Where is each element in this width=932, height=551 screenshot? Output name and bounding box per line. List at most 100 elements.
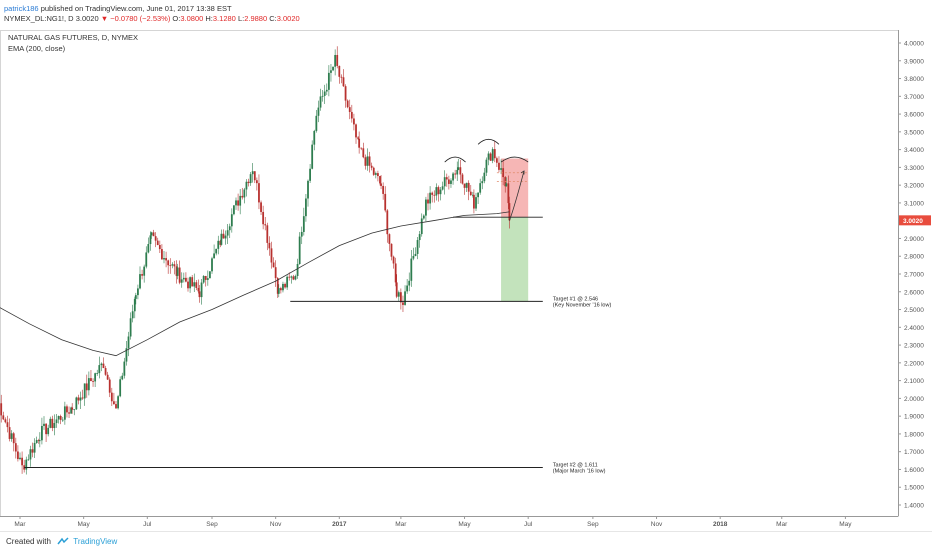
tradingview-brand[interactable]: TradingView (73, 537, 117, 546)
candle-body (256, 180, 258, 183)
candle-body (380, 183, 382, 186)
candle-body (27, 459, 29, 460)
candle-body (215, 249, 217, 254)
candle-body (239, 196, 241, 206)
candle-body (62, 420, 64, 421)
candle-body (30, 449, 32, 459)
candle-body (375, 173, 377, 175)
candle-body (92, 381, 94, 382)
candle-body (425, 200, 427, 216)
candle-body (505, 183, 507, 186)
candle-body (195, 282, 197, 288)
candle-body (84, 383, 86, 398)
author-link[interactable]: patrick186 (4, 4, 39, 13)
candle-body (105, 368, 107, 375)
candle-body (320, 96, 322, 107)
candle-body (205, 276, 207, 280)
candle-body (355, 124, 357, 137)
candle-body (271, 248, 273, 262)
candle-body (280, 288, 282, 290)
candle-body (132, 311, 134, 318)
candle-body (330, 70, 332, 73)
candle-body (183, 278, 185, 280)
candle-body (384, 194, 386, 210)
candle-body (431, 193, 433, 195)
candle-body (119, 379, 121, 396)
candle-body (41, 426, 43, 440)
x-tick-label: May (458, 521, 471, 528)
x-tick-label: Mar (776, 521, 788, 528)
x-tick-label: Jul (524, 521, 533, 528)
candle-body (421, 218, 423, 234)
candle-body (227, 230, 229, 235)
candle-body (470, 192, 472, 195)
head-arc (478, 139, 499, 144)
candle-body (147, 244, 149, 252)
candle-body (496, 158, 498, 163)
candle-body (324, 91, 326, 95)
y-tick-label: 2.4000 (904, 325, 924, 332)
candle-body (199, 291, 201, 297)
profit-target-zone (501, 217, 528, 301)
close-label: C: (269, 14, 277, 23)
candle-body (301, 232, 303, 237)
candle-body (442, 186, 444, 189)
candle-body (427, 200, 429, 204)
candle-body (332, 67, 334, 71)
candle-body (128, 337, 130, 349)
candle-body (284, 284, 286, 287)
candle-body (326, 90, 328, 92)
candle-body (309, 169, 311, 181)
candle-body (311, 145, 313, 169)
price-axis[interactable]: 4.00003.90003.80003.70003.60003.50003.40… (898, 30, 931, 516)
price-chart[interactable]: Target #1 @ 2.546(Key November '16 low)T… (0, 30, 932, 530)
candle-body (123, 362, 125, 376)
candle-body (377, 173, 379, 176)
candle-body (444, 177, 446, 186)
candle-body (203, 276, 205, 283)
candle-body (21, 458, 23, 466)
candle-body (66, 406, 68, 412)
plot-frame (1, 31, 899, 517)
candle-body (157, 241, 159, 245)
y-tick-label: 3.7000 (904, 94, 924, 101)
candle-body (292, 276, 294, 279)
x-tick-label: Mar (395, 521, 407, 528)
candle-body (400, 292, 402, 302)
y-tick-label: 3.5000 (904, 129, 924, 136)
candle-body (233, 205, 235, 214)
candle-body (98, 365, 100, 373)
candle-body (450, 180, 452, 183)
chart-area[interactable]: Target #1 @ 2.546(Key November '16 low)T… (0, 30, 932, 530)
candle-body (107, 375, 109, 380)
x-tick-label: 2017 (332, 521, 347, 528)
candle-body (217, 241, 219, 249)
candle-body (358, 139, 360, 148)
target-sublabel: (Key November '16 low) (553, 302, 612, 308)
candle-body (486, 160, 488, 173)
candle-body (468, 183, 470, 192)
candle-body (241, 196, 243, 198)
high-label: H: (205, 14, 213, 23)
candle-body (417, 240, 419, 254)
candle-body (303, 216, 305, 232)
y-tick-label: 3.4000 (904, 147, 924, 154)
y-tick-label: 3.9000 (904, 58, 924, 65)
candle-body (177, 268, 179, 276)
last-price: 3.0020 (76, 14, 99, 23)
candle-body (260, 202, 262, 212)
x-tick-label: Sep (206, 521, 218, 528)
candle-body (246, 182, 248, 190)
candle-body (362, 148, 364, 157)
ema-200-line (0, 212, 509, 356)
candle-body (211, 258, 213, 271)
candle-body (103, 364, 105, 368)
candle-body (237, 200, 239, 205)
candle-body (150, 235, 152, 244)
candle-body (189, 277, 191, 288)
candle-body (481, 181, 483, 183)
candle-body (386, 210, 388, 234)
candle-body (286, 277, 288, 288)
candle-body (229, 226, 231, 230)
